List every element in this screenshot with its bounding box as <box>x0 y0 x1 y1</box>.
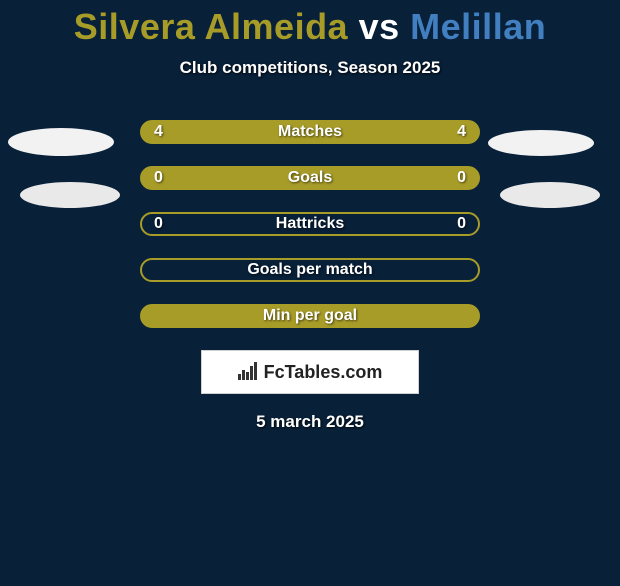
stat-row: Goals 0 0 <box>140 166 480 190</box>
stat-value-right: 0 <box>457 169 466 187</box>
stat-value-left: 4 <box>154 123 163 141</box>
stat-value-left: 0 <box>154 215 163 233</box>
title-player1: Silvera Almeida <box>74 6 348 47</box>
stat-label: Hattricks <box>276 215 344 233</box>
logo-chart-icon <box>238 362 260 382</box>
stat-label: Goals per match <box>247 261 372 279</box>
decorative-ellipse <box>20 182 120 208</box>
stat-row: Matches 4 4 <box>140 120 480 144</box>
page-title: Silvera Almeida vs Melillan <box>0 6 620 48</box>
stat-label: Goals <box>288 169 332 187</box>
stat-row: Hattricks 0 0 <box>140 212 480 236</box>
stat-label: Matches <box>278 123 342 141</box>
stat-value-left: 0 <box>154 169 163 187</box>
logo-text: FcTables.com <box>264 362 383 383</box>
decorative-ellipse <box>488 130 594 156</box>
decorative-ellipse <box>8 128 114 156</box>
title-vs: vs <box>359 6 400 47</box>
subtitle: Club competitions, Season 2025 <box>0 58 620 78</box>
date-text: 5 march 2025 <box>0 412 620 432</box>
stat-row: Min per goal <box>140 304 480 328</box>
title-player2: Melillan <box>410 6 546 47</box>
stat-label: Min per goal <box>263 307 357 325</box>
stat-row: Goals per match <box>140 258 480 282</box>
decorative-ellipse <box>500 182 600 208</box>
stat-value-right: 4 <box>457 123 466 141</box>
stat-value-right: 0 <box>457 215 466 233</box>
logo-box: FcTables.com <box>201 350 419 394</box>
